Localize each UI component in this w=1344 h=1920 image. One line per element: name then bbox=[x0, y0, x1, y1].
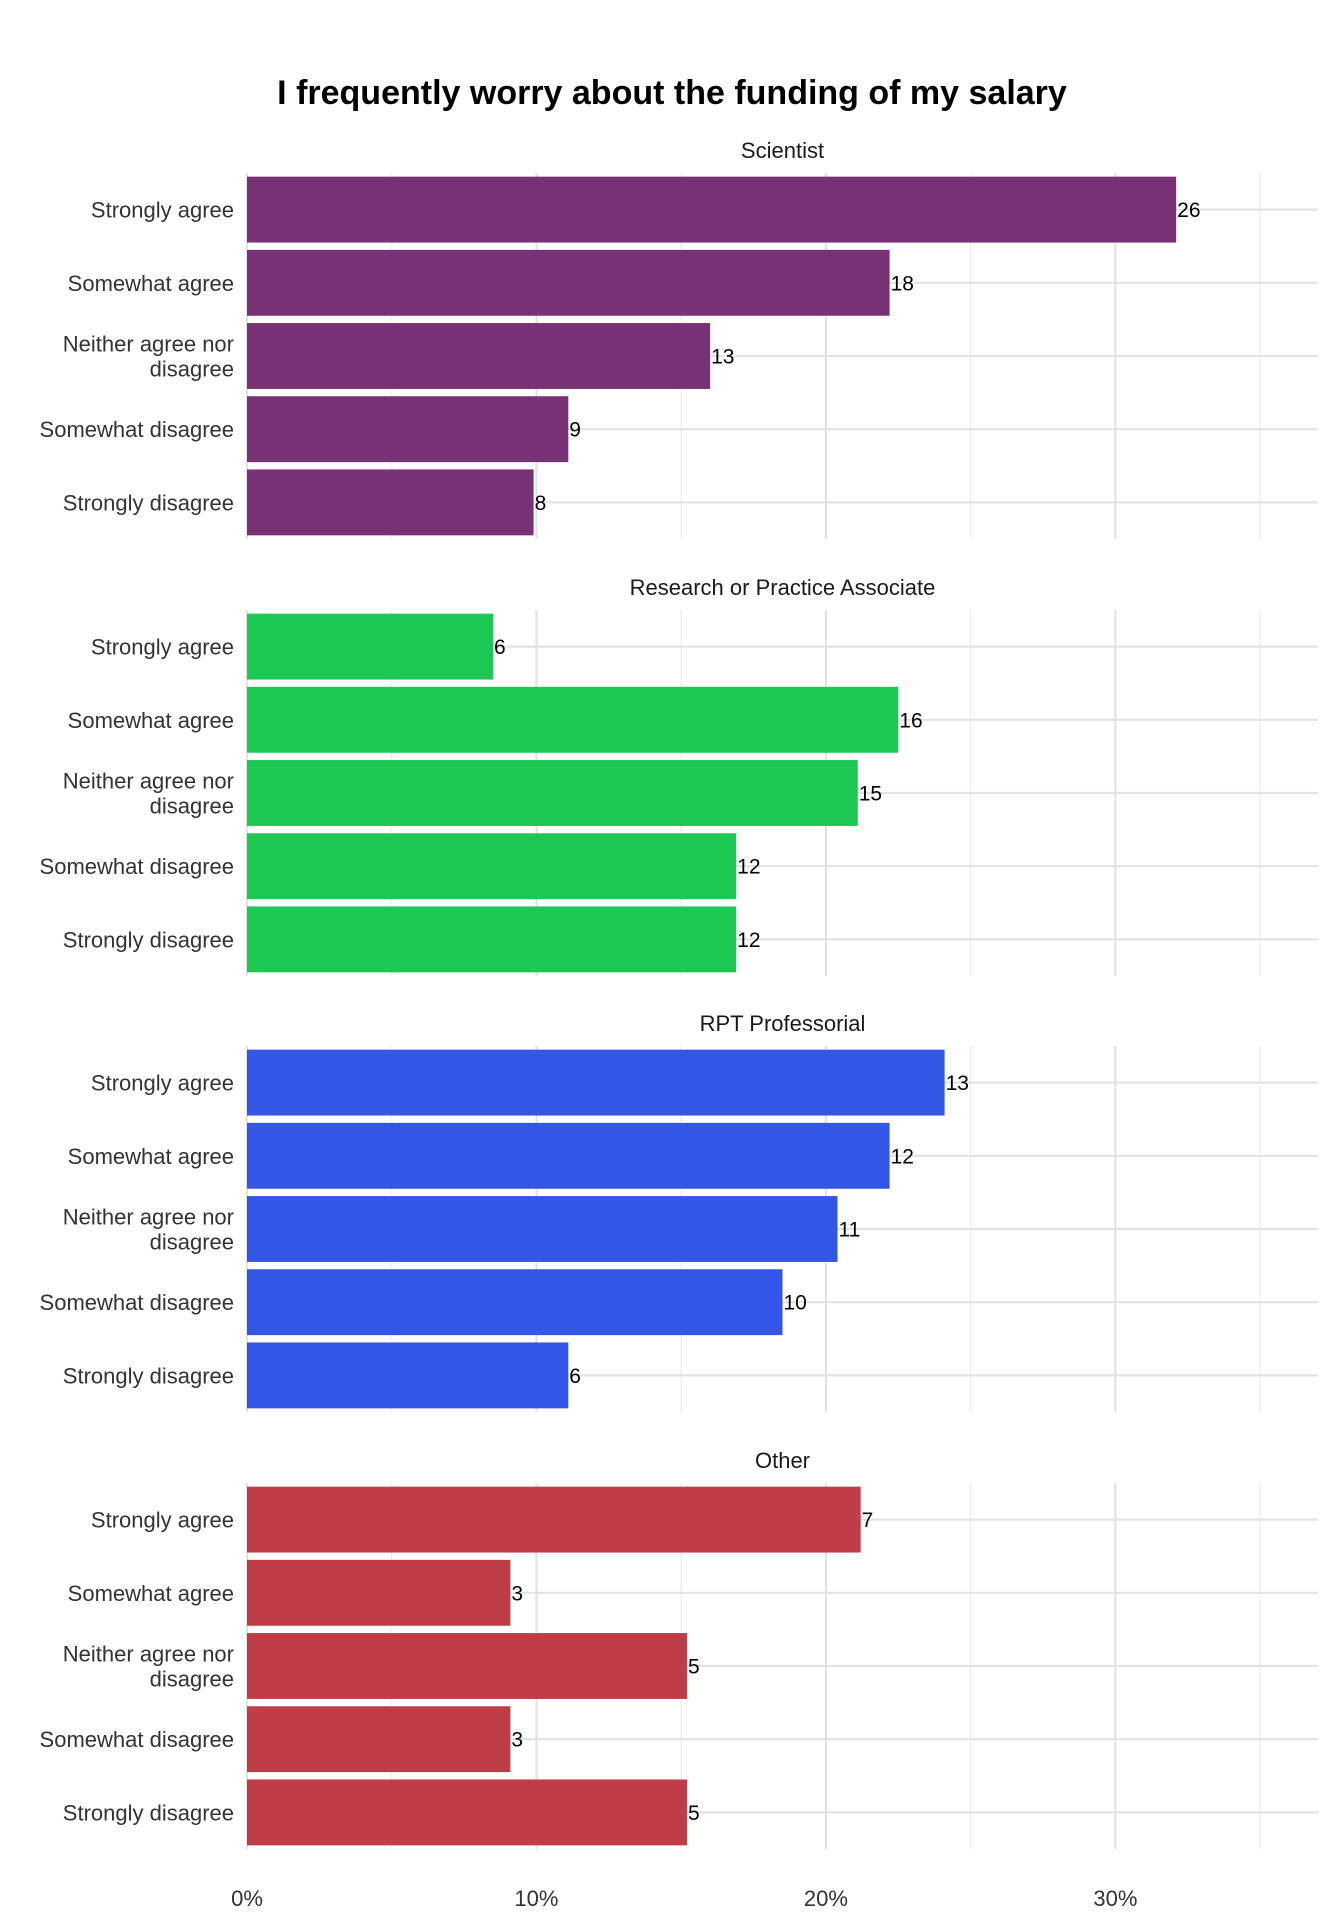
category-label: Somewhat agree bbox=[68, 708, 234, 733]
data-label: 26 bbox=[1177, 199, 1200, 222]
x-tick-label: 0% bbox=[231, 1886, 263, 1911]
chart-title: I frequently worry about the funding of … bbox=[277, 74, 1067, 112]
bar-somewhat-agree bbox=[247, 1122, 890, 1189]
x-axis: 0% 10% 20% 30% bbox=[231, 1886, 1137, 1911]
data-label: 5 bbox=[688, 1802, 700, 1825]
data-label: 3 bbox=[511, 1582, 523, 1605]
bar-strongly-agree bbox=[247, 176, 1177, 243]
data-label: 16 bbox=[899, 709, 922, 732]
category-label: Somewhat disagree bbox=[40, 417, 234, 442]
data-label: 12 bbox=[891, 1145, 914, 1168]
panel-title: Scientist bbox=[741, 138, 824, 163]
bar-strongly-agree bbox=[247, 1486, 861, 1553]
bar-neither-agree-nor-disagree bbox=[247, 760, 858, 826]
data-label: 18 bbox=[891, 272, 914, 295]
panel-other: Other 7 Strongly agree 3 Somewhat agree 5 Neit… bbox=[40, 1448, 1318, 1849]
data-label: 15 bbox=[859, 783, 882, 806]
x-tick-label: 10% bbox=[514, 1886, 558, 1911]
data-label: 6 bbox=[494, 636, 506, 659]
category-label: Neither agree nor disagree bbox=[63, 332, 234, 382]
x-tick-label: 20% bbox=[804, 1886, 848, 1911]
data-label: 9 bbox=[569, 419, 581, 442]
panel-research-or-practice-associate: Research or Practice Associate 6 Strongly … bbox=[40, 575, 1318, 976]
bar-strongly-disagree bbox=[247, 906, 737, 973]
bar-somewhat-disagree bbox=[247, 833, 737, 900]
data-label: 5 bbox=[688, 1656, 700, 1679]
panel-rpt-professorial: RPT Professorial 13 Strongly agree 12 Somewh… bbox=[40, 1011, 1318, 1412]
data-label: 8 bbox=[535, 492, 547, 515]
data-label: 13 bbox=[946, 1072, 969, 1095]
data-label: 10 bbox=[784, 1292, 807, 1315]
category-label: Somewhat agree bbox=[68, 1144, 234, 1169]
category-label: Neither agree nor disagree bbox=[63, 1205, 234, 1255]
bar-somewhat-disagree bbox=[247, 396, 569, 463]
data-label: 13 bbox=[711, 346, 734, 369]
category-label: Somewhat disagree bbox=[40, 854, 234, 879]
panel-title: Research or Practice Associate bbox=[630, 575, 936, 600]
panel-title: Other bbox=[755, 1448, 810, 1473]
category-label: Strongly disagree bbox=[63, 1800, 234, 1825]
category-label: Strongly agree bbox=[91, 1508, 234, 1533]
category-label: Somewhat disagree bbox=[40, 1727, 234, 1752]
bar-strongly-disagree bbox=[247, 1342, 569, 1409]
bar-somewhat-agree bbox=[247, 249, 890, 316]
category-label: Neither agree nor disagree bbox=[63, 769, 234, 819]
category-label: Strongly agree bbox=[91, 635, 234, 660]
category-label: Strongly agree bbox=[91, 198, 234, 223]
panel-scientist: Scientist 26 Strongly agree 18 Somewhat agre… bbox=[40, 138, 1318, 539]
category-label: Neither agree nor disagree bbox=[63, 1642, 234, 1692]
category-label: Somewhat agree bbox=[68, 1581, 234, 1606]
x-tick-label: 30% bbox=[1093, 1886, 1137, 1911]
bar-strongly-agree bbox=[247, 1049, 945, 1116]
category-label: Strongly disagree bbox=[63, 1363, 234, 1388]
category-label: Somewhat disagree bbox=[40, 1290, 234, 1315]
bar-somewhat-agree bbox=[247, 1559, 511, 1626]
chart-panels: Scientist 26 Strongly agree 18 Somewhat agre… bbox=[40, 138, 1318, 1849]
category-label: Strongly disagree bbox=[63, 490, 234, 515]
data-label: 12 bbox=[737, 929, 760, 952]
bar-strongly-disagree bbox=[247, 1779, 687, 1846]
category-label: Strongly disagree bbox=[63, 927, 234, 952]
category-label: Strongly agree bbox=[91, 1071, 234, 1096]
bar-somewhat-agree bbox=[247, 686, 899, 753]
data-label: 12 bbox=[737, 856, 760, 879]
bar-neither-agree-nor-disagree bbox=[247, 1196, 838, 1262]
data-label: 7 bbox=[862, 1509, 874, 1532]
bar-strongly-agree bbox=[247, 613, 494, 680]
category-label: Somewhat agree bbox=[68, 271, 234, 296]
bar-strongly-disagree bbox=[247, 469, 534, 536]
bar-neither-agree-nor-disagree bbox=[247, 323, 711, 389]
bar-neither-agree-nor-disagree bbox=[247, 1633, 687, 1699]
bar-somewhat-disagree bbox=[247, 1706, 511, 1773]
bar-somewhat-disagree bbox=[247, 1269, 783, 1336]
data-label: 6 bbox=[569, 1365, 581, 1388]
panel-title: RPT Professorial bbox=[700, 1011, 866, 1036]
data-label: 3 bbox=[511, 1729, 523, 1752]
data-label: 11 bbox=[838, 1219, 860, 1242]
